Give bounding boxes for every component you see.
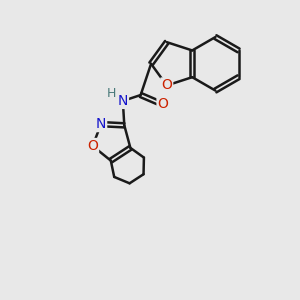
Text: O: O [161, 78, 172, 92]
Text: O: O [158, 97, 168, 111]
Text: N: N [96, 117, 106, 131]
Text: N: N [118, 94, 128, 108]
Text: O: O [87, 139, 98, 153]
Text: H: H [107, 87, 116, 100]
